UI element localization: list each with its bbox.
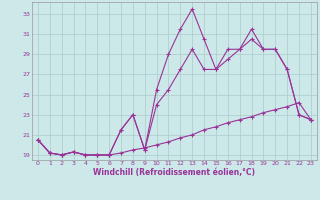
X-axis label: Windchill (Refroidissement éolien,°C): Windchill (Refroidissement éolien,°C) (93, 168, 255, 177)
